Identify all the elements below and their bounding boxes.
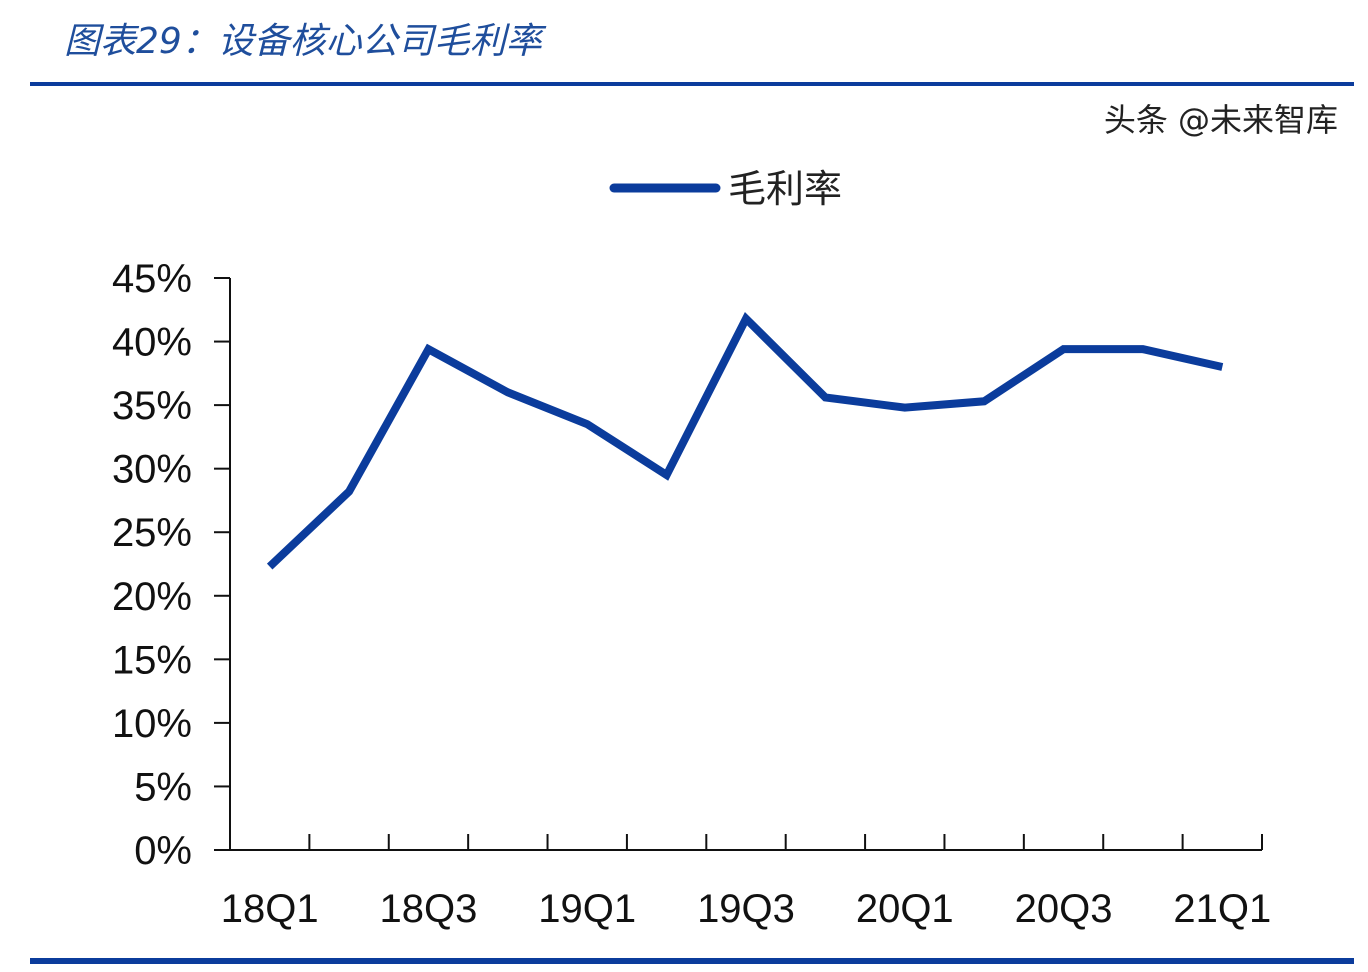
figure-title: 图表29：设备核心公司毛利率 (64, 21, 542, 62)
x-tick-label: 20Q3 (1015, 887, 1113, 931)
y-tick-label: 30% (112, 448, 192, 492)
top-rule (30, 82, 1354, 86)
y-tick-label: 0% (134, 829, 192, 873)
y-tick-label: 5% (134, 765, 192, 809)
x-tick-label: 19Q3 (697, 887, 795, 931)
y-tick-label: 20% (112, 575, 192, 619)
y-tick-label: 15% (112, 638, 192, 682)
series-line (266, 311, 1224, 570)
x-tick-label: 19Q1 (538, 887, 636, 931)
legend: 毛利率 (609, 167, 842, 211)
x-tick-label: 21Q1 (1173, 887, 1271, 931)
watermark: 头条 @未来智库 (1103, 101, 1338, 139)
x-tick-label: 18Q1 (221, 887, 319, 931)
legend-label: 毛利率 (728, 167, 842, 211)
y-tick-label: 45% (112, 257, 192, 301)
bottom-rule (30, 958, 1354, 964)
y-tick-label: 40% (112, 321, 192, 365)
y-tick-label: 35% (112, 384, 192, 428)
y-tick-label: 10% (112, 702, 192, 746)
x-tick-label: 20Q1 (856, 887, 954, 931)
x-tick-label: 18Q3 (380, 887, 478, 931)
y-tick-label: 25% (112, 511, 192, 555)
